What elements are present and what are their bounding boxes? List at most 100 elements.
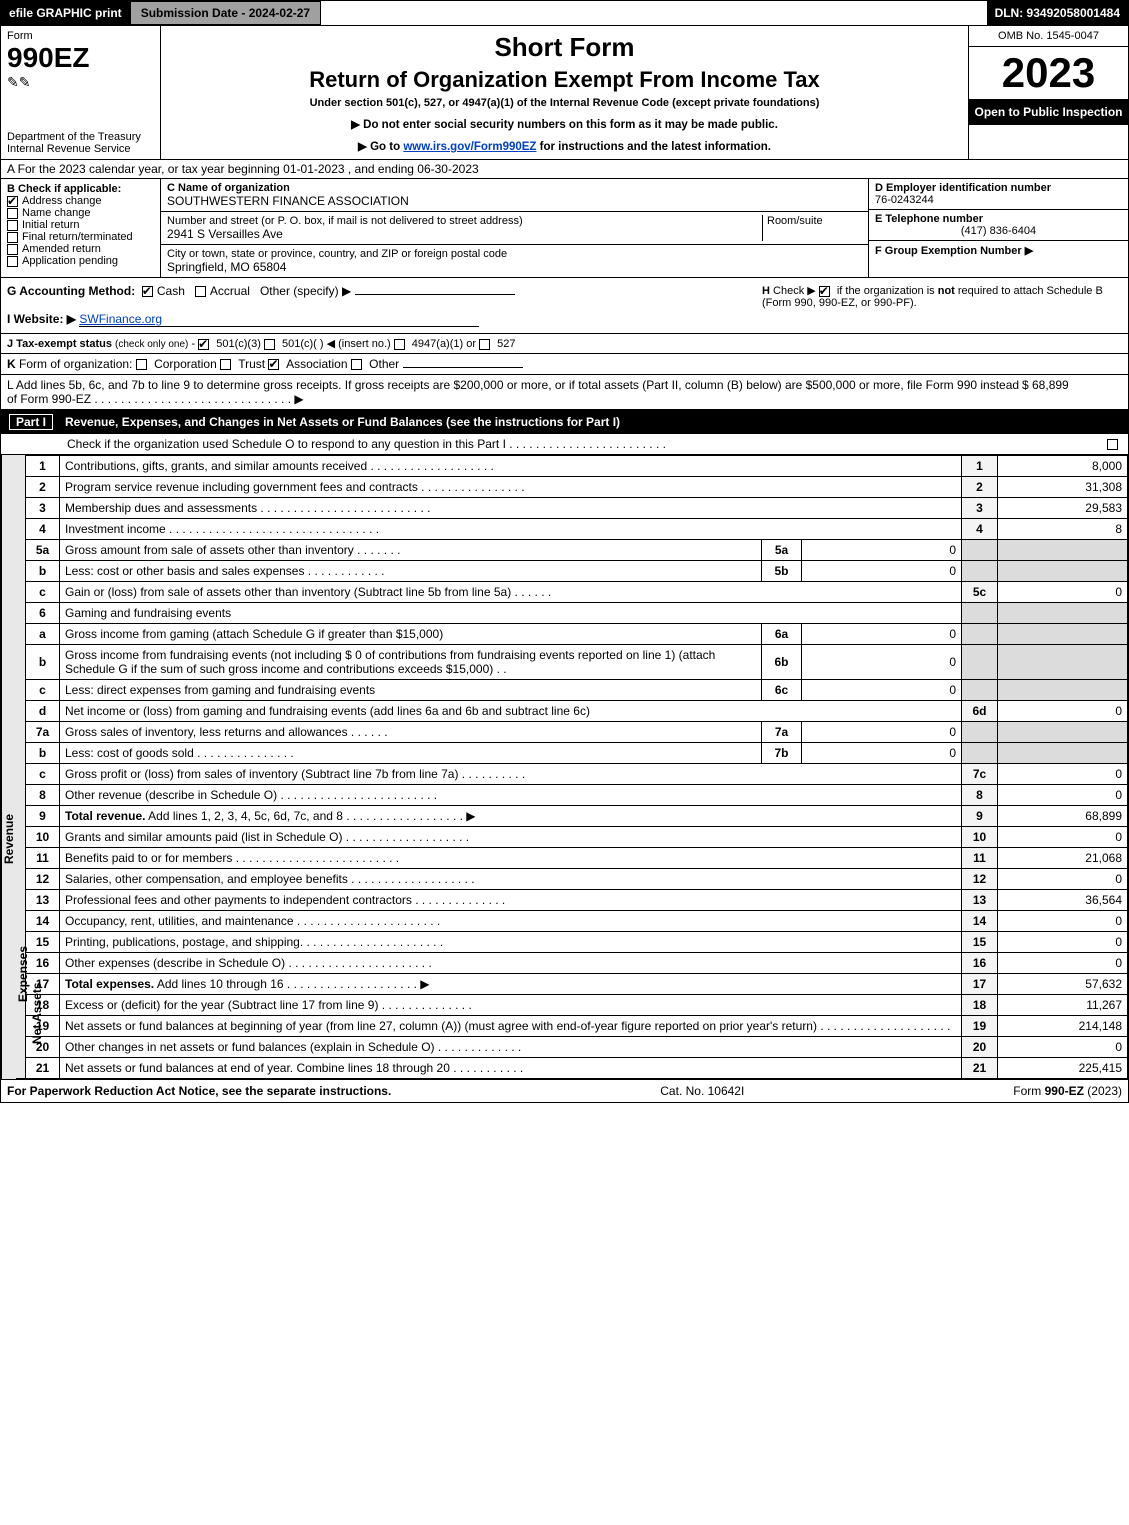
org-city-row: City or town, state or province, country… (161, 245, 868, 277)
line-amount: 0 (998, 932, 1128, 953)
form-id-column: Form 990EZ ✎✎ Department of the Treasury… (1, 26, 161, 159)
row-k-form-of-org: K Form of organization: Corporation Trus… (1, 354, 1128, 375)
irs-link[interactable]: www.irs.gov/Form990EZ (403, 141, 536, 153)
line-number: b (26, 561, 60, 582)
line-box: 20 (962, 1037, 998, 1058)
line-row-7c: cGross profit or (loss) from sales of in… (26, 764, 1128, 785)
line-box: 5c (962, 582, 998, 603)
line-row-21: 21Net assets or fund balances at end of … (26, 1058, 1128, 1079)
line-row-9: 9Total revenue. Add lines 1, 2, 3, 4, 5c… (26, 806, 1128, 827)
line-amount: 0 (998, 1037, 1128, 1058)
line-desc: Benefits paid to or for members . . . . … (60, 848, 962, 869)
line-amount-gray (998, 743, 1128, 764)
part-i-body: Revenue Expenses Net Assets 1Contributio… (1, 455, 1128, 1079)
line-mid-amount: 0 (802, 540, 962, 561)
ein-row: D Employer identification number 76-0243… (869, 179, 1128, 210)
chk-501c[interactable] (264, 339, 275, 350)
website-link[interactable]: SWFinance.org (79, 312, 479, 327)
line-box-gray (962, 624, 998, 645)
line-mid-label: 6b (762, 645, 802, 680)
line-mid-amount: 0 (802, 561, 962, 582)
chk-trust[interactable] (220, 359, 231, 370)
chk-address-change[interactable]: Address change (7, 195, 154, 207)
line-number: 11 (26, 848, 60, 869)
efile-print-label[interactable]: efile GRAPHIC print (1, 1, 130, 25)
line-box-gray (962, 680, 998, 701)
chk-cash[interactable] (142, 286, 153, 297)
org-name: SOUTHWESTERN FINANCE ASSOCIATION (167, 194, 862, 208)
line-row-6c: cLess: direct expenses from gaming and f… (26, 680, 1128, 701)
section-c-org-info: C Name of organization SOUTHWESTERN FINA… (161, 179, 868, 277)
line-desc: Gross profit or (loss) from sales of inv… (60, 764, 962, 785)
addr-label: Number and street (or P. O. box, if mail… (167, 215, 762, 227)
chk-527[interactable] (479, 339, 490, 350)
line-amount-gray (998, 603, 1128, 624)
line-desc: Grants and similar amounts paid (list in… (60, 827, 962, 848)
line-mid-amount: 0 (802, 722, 962, 743)
part-i-check-text: Check if the organization used Schedule … (7, 437, 1107, 451)
line-mid-label: 5a (762, 540, 802, 561)
line-box: 11 (962, 848, 998, 869)
chk-application-pending-label: Application pending (22, 255, 118, 267)
line-row-6a: aGross income from gaming (attach Schedu… (26, 624, 1128, 645)
section-b-checkboxes: B Check if applicable: Address change Na… (1, 179, 161, 277)
line-desc: Other revenue (describe in Schedule O) .… (60, 785, 962, 806)
line-number: 3 (26, 498, 60, 519)
line-amount: 0 (998, 953, 1128, 974)
chk-other-org[interactable] (351, 359, 362, 370)
row-l-gross-receipts: L Add lines 5b, 6c, and 7b to line 9 to … (1, 375, 1128, 410)
chk-corporation[interactable] (136, 359, 147, 370)
line-number: 2 (26, 477, 60, 498)
line-number: c (26, 582, 60, 603)
chk-final-return[interactable]: Final return/terminated (7, 231, 154, 243)
line-row-10: 10Grants and similar amounts paid (list … (26, 827, 1128, 848)
line-number: 12 (26, 869, 60, 890)
line-mid-amount: 0 (802, 680, 962, 701)
ein-value: 76-0243244 (875, 194, 1122, 206)
line-amount: 31,308 (998, 477, 1128, 498)
chk-amended-return[interactable]: Amended return (7, 243, 154, 255)
line-mid-label: 7a (762, 722, 802, 743)
line-box: 9 (962, 806, 998, 827)
line-desc: Investment income . . . . . . . . . . . … (60, 519, 962, 540)
chk-name-change[interactable]: Name change (7, 207, 154, 219)
line-number: 1 (26, 456, 60, 477)
line-box-gray (962, 743, 998, 764)
line-box: 16 (962, 953, 998, 974)
line-box: 17 (962, 974, 998, 995)
row-a-tax-year: A For the 2023 calendar year, or tax yea… (1, 160, 1128, 179)
line-desc: Gaming and fundraising events (60, 603, 962, 624)
chk-schedule-o-part-i[interactable] (1107, 439, 1118, 450)
e-label: E Telephone number (875, 213, 1122, 225)
chk-amended-return-label: Amended return (22, 243, 101, 255)
line-desc: Other expenses (describe in Schedule O) … (60, 953, 962, 974)
line-amount-gray (998, 722, 1128, 743)
side-netassets: Net Assets (30, 949, 44, 1079)
note-website-post: for instructions and the latest informat… (540, 141, 771, 153)
chk-accrual[interactable] (195, 286, 206, 297)
chk-initial-return[interactable]: Initial return (7, 219, 154, 231)
line-mid-label: 6c (762, 680, 802, 701)
line-desc: Membership dues and assessments . . . . … (60, 498, 962, 519)
line-mid-amount: 0 (802, 624, 962, 645)
line-box: 1 (962, 456, 998, 477)
line-desc: Net assets or fund balances at end of ye… (60, 1058, 962, 1079)
chk-association[interactable] (268, 359, 279, 370)
line-mid-label: 7b (762, 743, 802, 764)
open-to-public: Open to Public Inspection (969, 99, 1128, 125)
line-box-gray (962, 645, 998, 680)
subtitle: Under section 501(c), 527, or 4947(a)(1)… (169, 97, 960, 109)
line-number: 14 (26, 911, 60, 932)
line-number: 6 (26, 603, 60, 624)
line-box: 19 (962, 1016, 998, 1037)
chk-application-pending[interactable]: Application pending (7, 255, 154, 267)
line-desc: Gross amount from sale of assets other t… (60, 540, 762, 561)
line-desc: Net assets or fund balances at beginning… (60, 1016, 962, 1037)
chk-4947a1[interactable] (394, 339, 405, 350)
line-box: 12 (962, 869, 998, 890)
chk-501c3[interactable] (198, 339, 209, 350)
g-other-input[interactable] (355, 294, 515, 295)
line-row-20: 20Other changes in net assets or fund ba… (26, 1037, 1128, 1058)
chk-schedule-b-not-required[interactable] (819, 286, 830, 297)
other-org-input[interactable] (403, 367, 523, 368)
